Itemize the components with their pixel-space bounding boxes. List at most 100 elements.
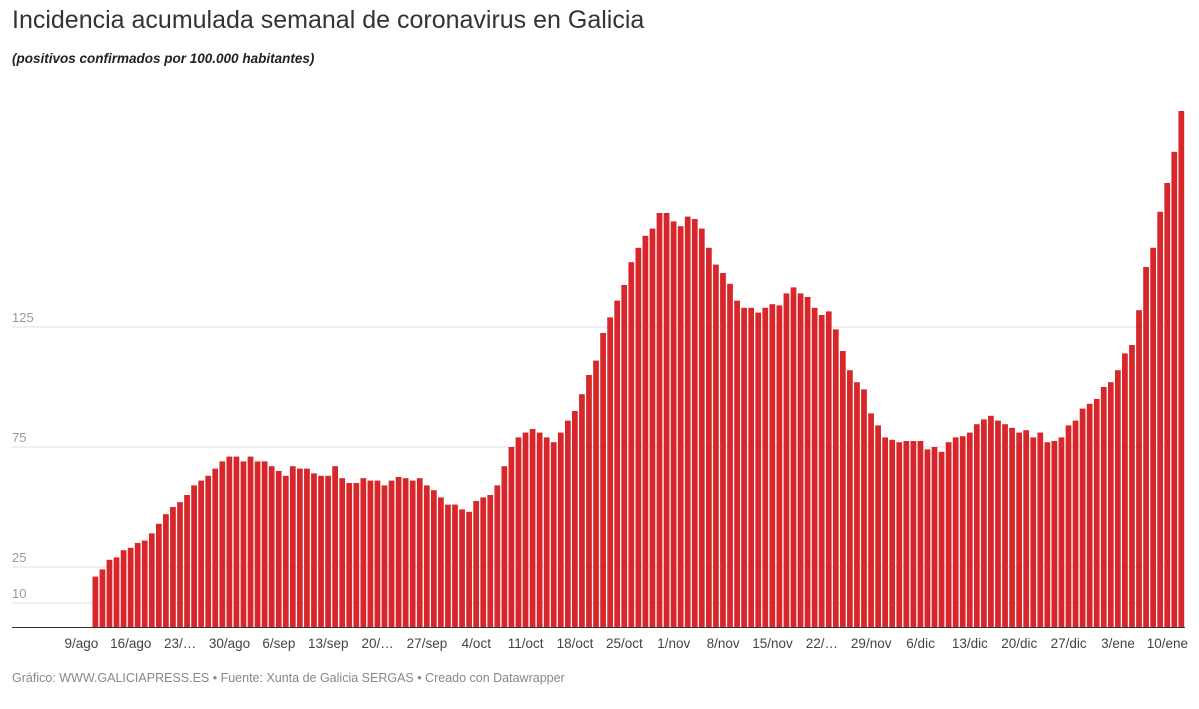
bar: 24/nov: 124 (832, 329, 839, 627)
bar: 1/dic: 79 (882, 437, 889, 627)
bar: 14/sep: 67 (332, 466, 339, 627)
bar: 1/sep: 69 (240, 461, 247, 627)
bar: 17/nov: 139 (783, 293, 790, 627)
bar: 28/nov: 99 (861, 389, 867, 627)
bar: 22/ago: 50 (170, 507, 176, 627)
bar: 15/nov: 134.5 (769, 304, 776, 627)
bar: 4/ene: 114 (1122, 353, 1128, 627)
bar: 5/oct: 54 (480, 497, 487, 627)
bar: 30/sep: 51 (445, 504, 451, 627)
bar: 4/oct: 52.5 (473, 501, 480, 627)
bar: 9/ene: 173 (1157, 211, 1164, 628)
bar: 12/oct: 82.5 (529, 429, 536, 627)
bar: 9/sep: 66 (296, 468, 303, 627)
y-tick-label: 75 (12, 430, 26, 445)
bar: 10/ene: 185 (1164, 183, 1171, 627)
bar: 6/sep: 65 (275, 471, 282, 627)
bar: 12/ago: 24 (99, 569, 106, 627)
bar: 24/oct: 136 (614, 300, 621, 627)
bar: 28/oct: 163 (642, 235, 649, 628)
bar: 18/nov: 141.5 (790, 287, 797, 627)
bar: 2/sep: 71 (247, 456, 254, 627)
bar: 17/oct: 86 (564, 420, 571, 627)
x-tick-label: 1/nov (657, 636, 690, 651)
bar: 10/sep: 66 (304, 468, 310, 627)
bar: 16/oct: 81 (557, 432, 564, 627)
bar: 26/dic: 79 (1058, 437, 1065, 627)
bar: 31/ago: 71 (233, 456, 240, 627)
bar: 2/ene: 102 (1107, 382, 1114, 627)
bar: 7/nov: 151 (713, 264, 719, 627)
bar: 28/dic: 86 (1072, 420, 1079, 627)
bar: 21/dic: 82 (1023, 430, 1030, 627)
bar: 16/ago: 33 (127, 547, 134, 627)
bar: 11/nov: 133 (741, 307, 747, 627)
bar: 22/sep: 61 (388, 480, 395, 627)
bar: 8/dic: 75 (931, 447, 938, 627)
bar: 28/ago: 66 (212, 468, 219, 627)
bar: 6/nov: 158 (705, 247, 712, 628)
bar: 19/dic: 83 (1009, 427, 1015, 627)
chart-footer: Gráfico: WWW.GALICIAPRESS.ES • Fuente: X… (12, 671, 565, 685)
bar: 30/oct: 172.5 (656, 213, 663, 627)
bar: 8/oct: 67 (501, 466, 508, 627)
x-tick-label: 27/sep (407, 636, 448, 651)
bar: 4/nov: 170 (691, 219, 698, 627)
bar: 23/ago: 52 (177, 502, 183, 627)
bar: 10/oct: 79 (515, 437, 522, 627)
bar: 30/dic: 93 (1086, 403, 1093, 627)
bar: 3/ene: 107 (1114, 370, 1121, 627)
bar: 15/oct: 77 (550, 442, 557, 627)
bar: 4/sep: 69 (261, 461, 268, 627)
bar: 26/oct: 152 (628, 262, 635, 627)
bar: 10/nov: 136 (734, 300, 740, 627)
bar: 12/ene: 215 (1178, 111, 1185, 627)
bar: 21/nov: 133 (811, 307, 818, 627)
bar: 10/dic: 77 (945, 442, 952, 627)
bar: 11/ago: 21 (92, 576, 99, 627)
bar: 17/dic: 86 (995, 420, 1001, 627)
bar: 18/oct: 90 (572, 411, 578, 627)
bar: 14/dic: 84.5 (973, 424, 980, 627)
bar: 1/nov: 169 (670, 221, 677, 627)
chart-title: Incidencia acumulada semanal de coronavi… (12, 6, 645, 34)
bar: 15/sep: 62 (339, 478, 346, 627)
bar: 27/nov: 102 (854, 382, 860, 627)
bar: 14/ago: 29 (113, 557, 120, 627)
bar: 13/sep: 63 (325, 475, 331, 627)
bar: 5/nov: 166 (698, 228, 705, 627)
bar: 13/oct: 81 (536, 432, 543, 627)
bar: 2/dic: 78 (889, 439, 896, 627)
bar: 30/nov: 84 (875, 425, 881, 627)
bar: 23/sep: 62.5 (395, 477, 402, 627)
bar: 22/oct: 122.5 (600, 333, 606, 627)
x-tick-label: 30/ago (209, 636, 250, 651)
bar: 7/dic: 74 (924, 449, 931, 627)
bar: 19/sep: 61 (367, 480, 374, 627)
bar: 16/dic: 88 (988, 415, 994, 627)
bar: 26/ago: 61 (198, 480, 205, 627)
x-tick-label: 11/oct (508, 636, 544, 651)
bar: 6/ene: 132 (1136, 310, 1142, 627)
bar: 14/oct: 79 (543, 437, 550, 627)
bar: 20/nov: 137.5 (804, 297, 811, 627)
bar: 7/ene: 150 (1143, 267, 1149, 627)
bar: 11/ene: 198 (1171, 151, 1178, 628)
bar: 20/dic: 81 (1016, 432, 1023, 627)
bar: 27/dic: 84 (1065, 425, 1072, 627)
bar: 4/dic: 77.5 (903, 441, 910, 627)
bar: 23/oct: 129 (607, 317, 614, 627)
bar: 11/oct: 81 (522, 432, 529, 627)
bar: 20/ago: 43 (155, 523, 162, 627)
bar: 9/nov: 143 (727, 283, 733, 627)
bar: 7/oct: 59 (494, 485, 501, 627)
x-tick-label: 15/nov (752, 636, 793, 651)
bar: 31/oct: 172.5 (663, 213, 670, 627)
bar: 24/sep: 62 (402, 478, 409, 627)
bar: 17/sep: 60 (353, 483, 360, 627)
bar: 8/ene: 158 (1150, 247, 1156, 628)
x-tick-label: 23/… (164, 636, 196, 651)
bar: 7/sep: 63 (282, 475, 289, 627)
x-tick-label: 6/dic (906, 636, 935, 651)
